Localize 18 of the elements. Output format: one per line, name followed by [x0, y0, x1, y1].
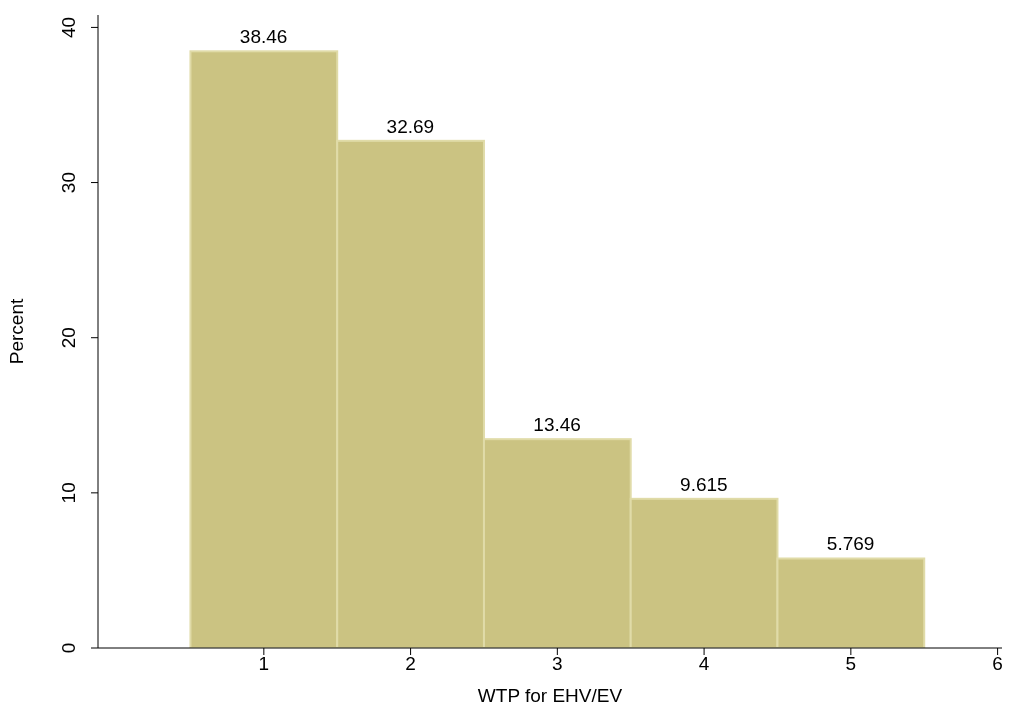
- x-tick-label: 5: [845, 653, 857, 675]
- x-tick-label: 2: [405, 653, 416, 675]
- x-tick-label: 6: [992, 653, 1003, 675]
- y-tick-label: 40: [58, 16, 79, 38]
- y-axis-title: Percent: [5, 298, 27, 365]
- x-tick-label: 4: [698, 653, 710, 675]
- data-label: 32.69: [386, 115, 435, 137]
- data-label: 38.46: [239, 26, 288, 48]
- x-tick-label: 1: [258, 653, 270, 675]
- x-tick-label: 3: [552, 653, 563, 675]
- y-tick-label: 10: [58, 482, 79, 504]
- data-label: 9.615: [680, 473, 728, 495]
- y-tick-label: 20: [58, 327, 79, 349]
- y-tick-label: 30: [58, 171, 79, 194]
- data-label: 13.46: [533, 414, 581, 436]
- data-label: 5.769: [826, 533, 875, 555]
- x-axis-title: WTP for EHV/EV: [477, 685, 623, 706]
- y-tick-label: 0: [58, 642, 79, 654]
